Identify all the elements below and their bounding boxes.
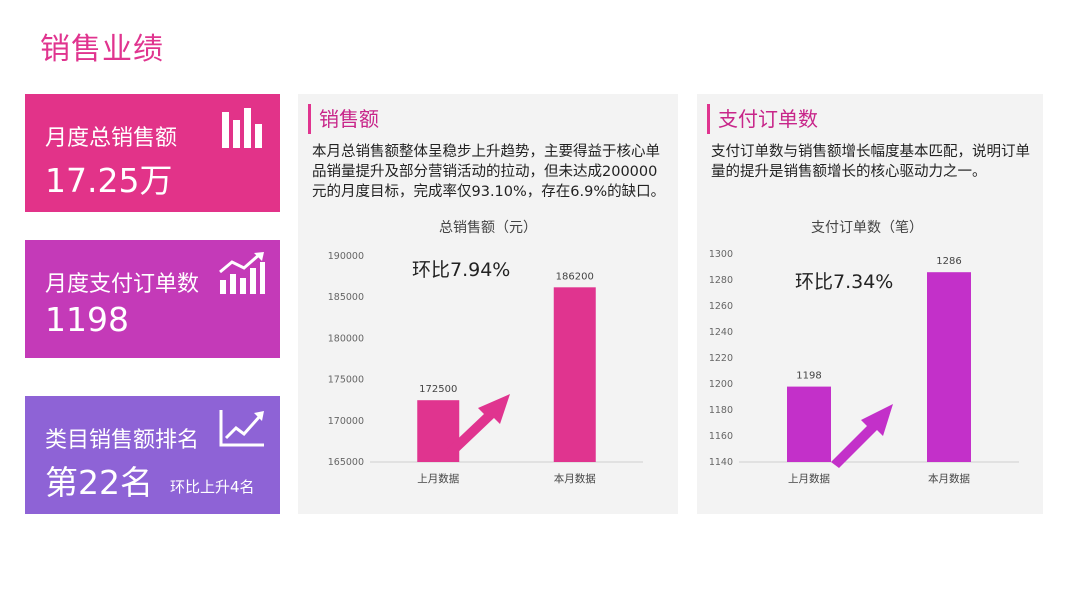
kpi-note: 环比上升4名 (170, 478, 255, 496)
y-tick-label: 1280 (709, 275, 733, 286)
sales-bar-chart: 总销售额（元） 165000 170000 175000 180000 185000 190… (328, 220, 643, 485)
trend-bars-icon (218, 252, 266, 300)
growth-arrow-icon (831, 404, 893, 468)
growth-annotation: 环比7.34% (795, 271, 893, 293)
orders-bar-chart: 支付订单数（笔） 1140 1160 1180 1200 1220 1240 1260 1280… (709, 220, 1019, 485)
y-tick-label: 1220 (709, 353, 733, 364)
bar-value-label: 1286 (936, 256, 961, 267)
bar-value-label: 186200 (556, 271, 594, 282)
kpi-value: 1198 (45, 300, 129, 339)
growth-arrow-icon (446, 394, 510, 456)
kpi-label: 月度总销售额 (45, 126, 178, 151)
bar-value-label: 172500 (419, 384, 457, 395)
y-tick-label: 1140 (709, 457, 733, 468)
panel-heading: 销售额 (308, 104, 379, 134)
kpi-card-total-sales: 月度总销售额 17.25万 (25, 94, 280, 212)
kpi-label: 类目销售额排名 (45, 428, 200, 453)
bar-value-label: 1198 (796, 371, 821, 382)
kpi-card-category-rank: 类目销售额排名 第22名 环比上升4名 (25, 396, 280, 514)
chart-title: 支付订单数（笔） (811, 220, 923, 236)
y-tick-label: 1240 (709, 327, 733, 338)
panel-description: 本月总销售额整体呈稳步上升趋势，主要得益于核心单品销量提升及部分营销活动的拉动，… (312, 144, 666, 200)
y-tick-label: 180000 (328, 333, 364, 344)
kpi-card-paid-orders: 月度支付订单数 1198 (25, 240, 280, 358)
orders-panel: 支付订单数 支付订单数与销售额增长幅度基本匹配，说明订单量的提升是销售额增长的核… (697, 94, 1043, 514)
panel-description: 支付订单数与销售额增长幅度基本匹配，说明订单量的提升是销售额增长的核心驱动力之一… (711, 144, 1030, 180)
sales-panel: 销售额 本月总销售额整体呈稳步上升趋势，主要得益于核心单品销量提升及部分营销活动… (298, 94, 678, 514)
y-tick-label: 185000 (328, 292, 364, 303)
bar (787, 386, 831, 462)
y-tick-label: 1300 (709, 249, 733, 260)
kpi-value: 第22名 (45, 463, 153, 502)
bar-chart-icon (220, 106, 266, 154)
panel-heading: 支付订单数 (707, 104, 818, 134)
page-title: 销售业绩 (40, 32, 164, 67)
growth-annotation: 环比7.94% (412, 259, 510, 281)
y-tick-label: 170000 (328, 416, 364, 427)
y-tick-label: 175000 (328, 375, 364, 386)
y-tick-label: 1260 (709, 301, 733, 312)
x-tick-label: 上月数据 (788, 472, 830, 485)
y-tick-label: 165000 (328, 457, 364, 468)
line-trend-icon (218, 408, 266, 452)
y-tick-label: 1200 (709, 379, 733, 390)
x-tick-label: 本月数据 (928, 472, 970, 485)
y-tick-label: 190000 (328, 251, 364, 262)
bar (553, 287, 596, 462)
y-tick-label: 1160 (709, 431, 733, 442)
bar (927, 272, 971, 462)
x-tick-label: 上月数据 (417, 472, 459, 485)
chart-title: 总销售额（元） (439, 220, 537, 236)
x-tick-label: 本月数据 (554, 472, 596, 485)
kpi-label: 月度支付订单数 (45, 272, 200, 297)
kpi-value: 17.25万 (45, 161, 173, 200)
y-tick-label: 1180 (709, 405, 733, 416)
